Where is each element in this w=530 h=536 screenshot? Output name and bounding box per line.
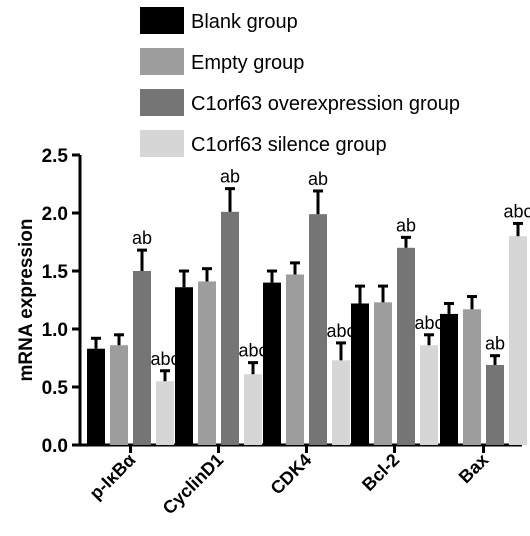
- significance-label-4-2: ab: [485, 334, 505, 354]
- bar-4-0: [440, 313, 458, 445]
- bar-2-1: [286, 274, 304, 445]
- significance-label-3-2: ab: [396, 215, 416, 235]
- significance-label-2-3: abc: [326, 321, 355, 341]
- bar-2-3: [332, 360, 350, 445]
- significance-label-4-3: abc: [503, 201, 530, 221]
- x-category-label-3: Bcl-2: [358, 450, 403, 495]
- bar-4-2: [486, 364, 504, 445]
- bar-0-0: [87, 348, 105, 445]
- legend-swatch-2: [140, 89, 184, 116]
- bar-3-0: [351, 303, 369, 445]
- bar-0-1: [110, 345, 128, 445]
- significance-label-2-2: ab: [308, 169, 328, 189]
- y-tick-label-2: 1.0: [42, 320, 68, 341]
- y-axis: 0.0 0.5 1.0 1.5 2.0 2.5: [42, 146, 82, 457]
- legend-swatch-1: [140, 48, 184, 75]
- x-category-label-0: p-IκBα: [86, 450, 140, 504]
- y-tick-label-3: 1.5: [42, 262, 69, 283]
- bar-0-2: [133, 271, 151, 445]
- legend-label-0: Blank group: [191, 11, 298, 33]
- x-category-label-1: CyclinD1: [159, 450, 228, 519]
- y-tick-label-5: 2.5: [42, 146, 69, 167]
- x-category-label-4: Bax: [455, 450, 492, 487]
- significance-label-1-3: abc: [238, 341, 267, 361]
- bar-3-1: [374, 302, 392, 445]
- bar-2-2: [309, 214, 327, 445]
- bar-series-group: ab abc ab abc ab abc ab abc ab abc: [87, 167, 530, 445]
- legend: Blank group Empty group C1orf63 overexpres…: [140, 7, 460, 157]
- y-tick-label-1: 0.5: [42, 378, 69, 399]
- legend-label-3: C1orf63 silence group: [191, 134, 387, 156]
- bar-1-3: [244, 374, 262, 445]
- bar-2-0: [263, 282, 281, 445]
- bar-1-0: [175, 287, 193, 445]
- bar-4-1: [463, 309, 481, 445]
- significance-label-1-2: ab: [220, 167, 240, 187]
- bar-1-2: [221, 211, 239, 445]
- x-axis: p-IκBα CyclinD1 CDK4 Bcl-2 Bax: [79, 443, 522, 519]
- bar-4-3: [509, 236, 527, 445]
- significance-label-3-3: abc: [414, 313, 443, 333]
- significance-label-0-2: ab: [132, 228, 152, 248]
- y-axis-label: mRNA expression: [16, 219, 37, 382]
- significance-label-0-3: abc: [150, 349, 179, 369]
- bar-1-1: [198, 281, 216, 445]
- bar-0-3: [156, 381, 174, 445]
- y-tick-label-4: 2.0: [42, 204, 68, 225]
- bar-3-3: [420, 345, 438, 445]
- y-tick-label-0: 0.0: [42, 436, 68, 457]
- legend-swatch-3: [140, 130, 184, 157]
- bar-3-2: [397, 247, 415, 445]
- x-category-label-2: CDK4: [267, 450, 316, 499]
- legend-swatch-0: [140, 7, 184, 34]
- legend-label-2: C1orf63 overexpression group: [191, 93, 460, 115]
- legend-label-1: Empty group: [191, 52, 304, 74]
